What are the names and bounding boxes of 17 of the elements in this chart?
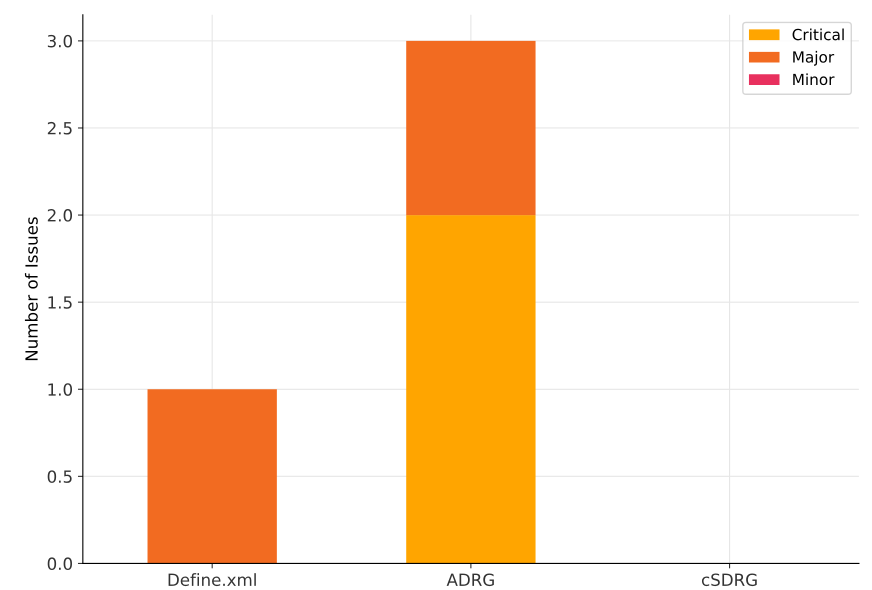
y-tick-label: 0.0 <box>48 557 72 570</box>
legend-label: Critical <box>792 28 844 40</box>
legend-label: Minor <box>793 73 834 86</box>
y-tick-label: 1.5 <box>48 296 72 309</box>
y-tick-label: 3.0 <box>48 34 72 48</box>
bar <box>406 215 536 564</box>
x-tick-label: ADRG <box>446 573 494 586</box>
y-tick-label: 0.5 <box>48 470 72 483</box>
y-axis-title: Number of Issues <box>24 217 38 360</box>
y-tick-label: 2.5 <box>48 122 72 135</box>
x-tick-label: cSDRG <box>702 573 757 586</box>
y-tick-label: 2.0 <box>48 209 72 222</box>
bar <box>406 40 536 216</box>
y-tick-label: 1.0 <box>48 383 72 396</box>
x-tick-label: Define.xml <box>168 573 256 586</box>
legend-label: Major <box>793 50 834 66</box>
bar <box>148 389 277 564</box>
